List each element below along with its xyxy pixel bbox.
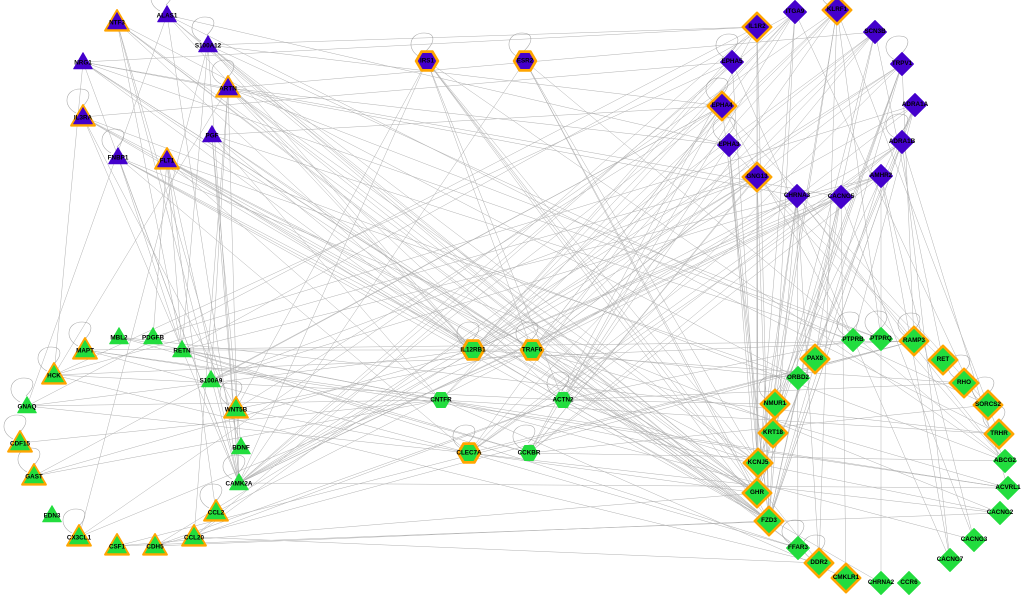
svg-text:TRPV1: TRPV1	[892, 60, 913, 67]
svg-text:PAX8: PAX8	[807, 355, 823, 362]
svg-text:DDR2: DDR2	[810, 559, 828, 566]
svg-text:ESR2: ESR2	[517, 58, 534, 65]
svg-text:PDGFB: PDGFB	[142, 335, 164, 342]
svg-text:CNTFR: CNTFR	[430, 397, 452, 404]
svg-text:WNT5B: WNT5B	[225, 407, 248, 414]
svg-text:HCK: HCK	[47, 373, 61, 380]
svg-text:IL3RA: IL3RA	[74, 115, 93, 122]
svg-text:CACNG5: CACNG5	[828, 193, 855, 200]
svg-text:IRS1: IRS1	[420, 58, 434, 65]
svg-text:CCL2: CCL2	[208, 510, 225, 517]
svg-text:ORBD2: ORBD2	[787, 374, 810, 381]
svg-text:ARTN: ARTN	[219, 86, 237, 93]
svg-text:GAST: GAST	[25, 474, 43, 481]
svg-text:GNG13: GNG13	[746, 173, 768, 180]
svg-text:CMKLR1: CMKLR1	[833, 574, 860, 581]
svg-text:IL1R2: IL1R2	[748, 23, 766, 30]
svg-text:EPHA5: EPHA5	[722, 58, 743, 65]
svg-text:TRAF6: TRAF6	[522, 347, 543, 354]
svg-text:RAMP3: RAMP3	[903, 337, 926, 344]
svg-text:FZD3: FZD3	[761, 517, 777, 524]
svg-text:AMHR2: AMHR2	[870, 172, 893, 179]
svg-text:KLRF1: KLRF1	[827, 6, 848, 13]
svg-text:CDH5: CDH5	[146, 544, 164, 551]
svg-text:EDN3: EDN3	[44, 513, 61, 520]
svg-text:SORCS2: SORCS2	[975, 401, 1001, 408]
svg-text:EPHA3: EPHA3	[719, 141, 740, 148]
svg-text:CCR6: CCR6	[900, 579, 918, 586]
svg-text:KRT18: KRT18	[763, 429, 783, 436]
svg-text:ACTN2: ACTN2	[553, 397, 574, 404]
svg-text:PTPRB: PTPRB	[842, 336, 864, 343]
svg-text:MBL2: MBL2	[110, 335, 128, 342]
svg-text:CACNG7: CACNG7	[937, 556, 964, 563]
svg-text:CHRNA3: CHRNA3	[784, 192, 811, 199]
svg-text:ALAS1: ALAS1	[157, 13, 178, 20]
svg-text:IL12RB1: IL12RB1	[460, 347, 486, 354]
svg-text:S100A9: S100A9	[200, 378, 223, 385]
svg-text:KCNJ5: KCNJ5	[748, 459, 769, 466]
svg-text:CCL20: CCL20	[184, 535, 204, 542]
svg-text:FFAR3: FFAR3	[788, 544, 808, 551]
svg-text:EPHA4: EPHA4	[712, 102, 733, 109]
svg-text:ITGA9: ITGA9	[786, 8, 805, 15]
svg-text:CHRNA2: CHRNA2	[868, 579, 895, 586]
svg-text:RETN: RETN	[173, 348, 191, 355]
svg-text:NTF3: NTF3	[109, 20, 125, 27]
svg-text:TRHR: TRHR	[990, 430, 1008, 437]
svg-text:GHR: GHR	[750, 489, 764, 496]
svg-text:ADRA1A: ADRA1A	[902, 101, 929, 108]
svg-text:NMUR1: NMUR1	[764, 400, 787, 407]
svg-text:SCN3B: SCN3B	[864, 28, 886, 35]
svg-text:CACNG3: CACNG3	[961, 536, 988, 543]
svg-text:CDF15: CDF15	[10, 441, 30, 448]
svg-text:GNAQ: GNAQ	[18, 404, 37, 411]
svg-text:CX3CL1: CX3CL1	[67, 535, 92, 542]
svg-text:CCKBR: CCKBR	[518, 450, 541, 457]
svg-text:BDNF: BDNF	[232, 445, 250, 452]
svg-text:RHO: RHO	[957, 379, 971, 386]
svg-text:ABCG2: ABCG2	[994, 457, 1017, 464]
svg-text:PGF: PGF	[206, 133, 219, 140]
svg-text:RET: RET	[937, 356, 950, 363]
svg-text:ACVRL1: ACVRL1	[995, 484, 1021, 491]
svg-text:NRG1: NRG1	[74, 60, 92, 67]
svg-text:FNBP1: FNBP1	[108, 155, 129, 162]
svg-text:CAMK2A: CAMK2A	[226, 481, 253, 488]
svg-text:CLEC7A: CLEC7A	[456, 450, 482, 457]
svg-text:FLT1: FLT1	[160, 158, 175, 165]
svg-text:ADRA1B: ADRA1B	[889, 138, 916, 145]
svg-text:S100A12: S100A12	[195, 43, 222, 50]
svg-text:MAPT: MAPT	[76, 348, 94, 355]
svg-text:CSF1: CSF1	[109, 544, 126, 551]
svg-text:CACNG2: CACNG2	[987, 509, 1014, 516]
svg-text:PTPRQ: PTPRQ	[870, 335, 892, 342]
